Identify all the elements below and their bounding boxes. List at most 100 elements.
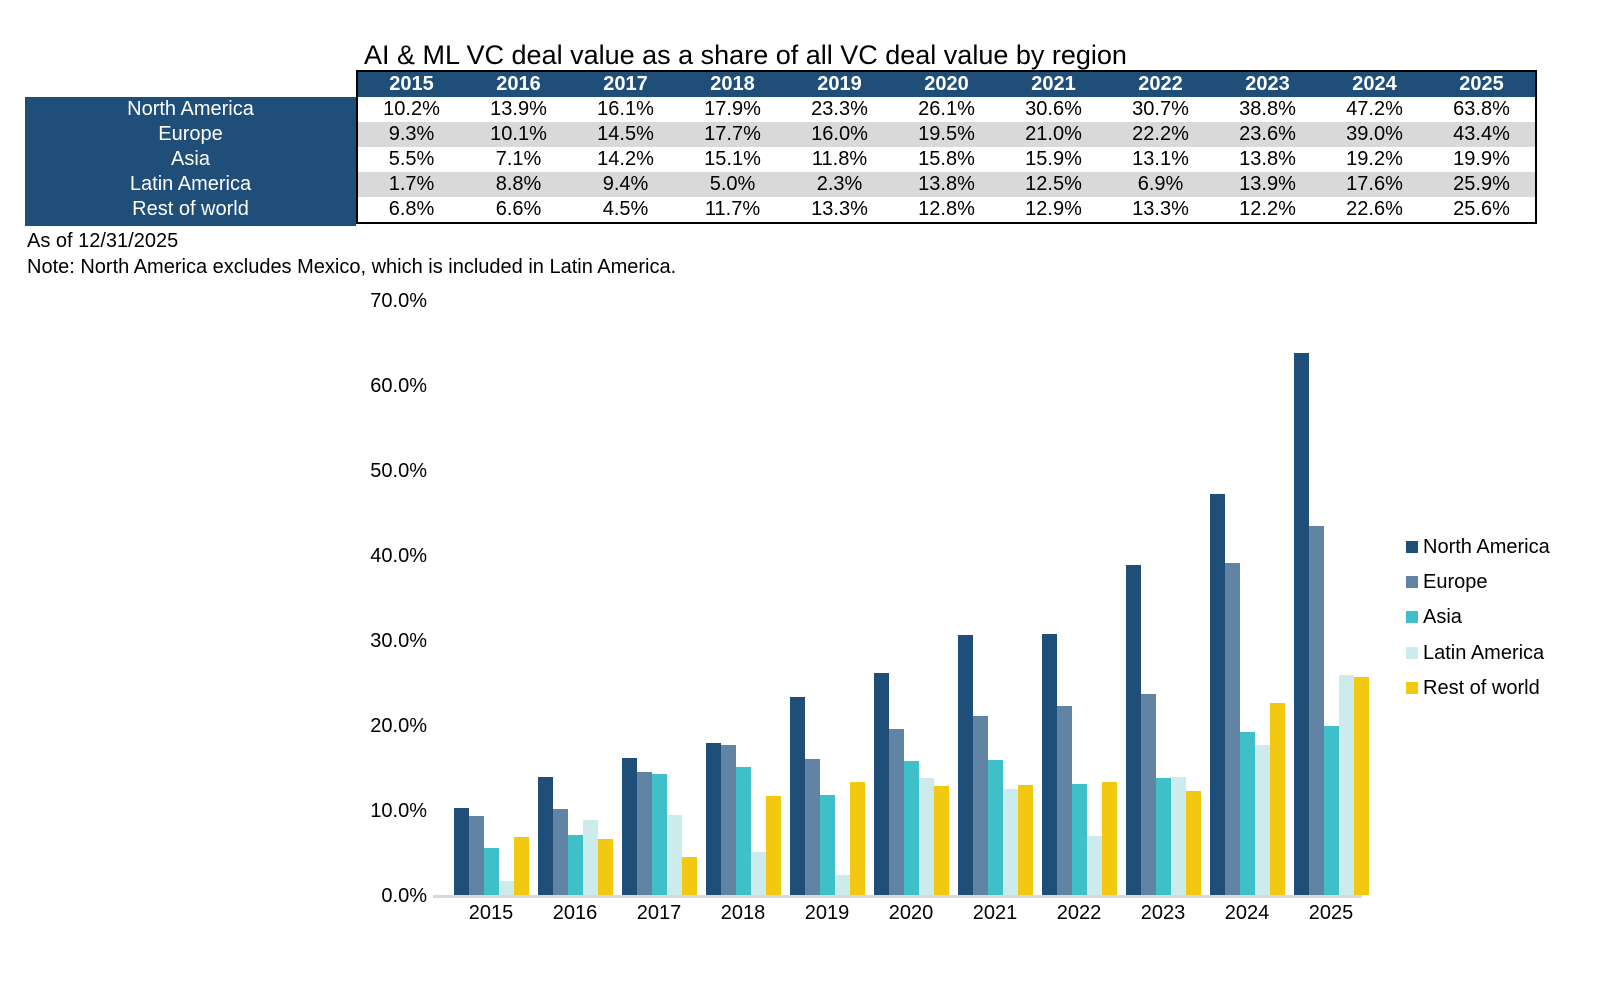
bar-latin-america-2017	[667, 815, 682, 895]
bar-europe-2022	[1057, 706, 1072, 895]
year-header-2015: 2015	[389, 73, 434, 95]
cell-asia-2019: 11.8%	[811, 148, 868, 170]
legend-swatch-europe	[1406, 576, 1418, 588]
y-axis-label-60: 60.0%	[370, 375, 427, 397]
year-header-2025: 2025	[1459, 73, 1504, 95]
cell-rest-of-world-2019: 13.3%	[811, 198, 868, 220]
bar-europe-2020	[889, 729, 904, 895]
bar-europe-2015	[469, 816, 484, 895]
cell-latin-america-2016: 8.8%	[495, 173, 542, 195]
cell-north-america-2015: 10.2%	[383, 98, 440, 120]
bar-asia-2018	[736, 767, 751, 895]
bar-north-america-2019	[790, 697, 805, 895]
bar-rest-of-world-2020	[934, 786, 949, 895]
cell-latin-america-2020: 13.8%	[918, 173, 975, 195]
bar-rest-of-world-2022	[1102, 782, 1117, 895]
bar-asia-2015	[484, 848, 499, 895]
year-header-2018: 2018	[710, 73, 755, 95]
cell-europe-2021: 21.0%	[1025, 123, 1082, 145]
bar-latin-america-2018	[751, 852, 766, 895]
bar-latin-america-2024	[1255, 745, 1270, 895]
legend-item-asia: Asia	[1406, 607, 1462, 627]
x-axis-label-2018: 2018	[720, 902, 766, 924]
cell-asia-2025: 19.9%	[1453, 148, 1510, 170]
x-axis-label-2015: 2015	[468, 902, 514, 924]
cell-latin-america-2015: 1.7%	[388, 173, 435, 195]
mexico-note-footnote: Note: North America excludes Mexico, whi…	[27, 256, 677, 278]
bar-north-america-2017	[622, 758, 637, 895]
table-row-label-rest-of-world: Rest of world	[132, 198, 249, 220]
bar-europe-2016	[553, 809, 568, 895]
table-row-label-asia: Asia	[171, 148, 210, 170]
year-header-2017: 2017	[603, 73, 648, 95]
y-axis-label-0: 0.0%	[381, 885, 427, 907]
x-axis-label-2025: 2025	[1308, 902, 1354, 924]
cell-north-america-2021: 30.6%	[1025, 98, 1082, 120]
bar-asia-2025	[1324, 726, 1339, 895]
cell-europe-2015: 9.3%	[388, 123, 435, 145]
legend-label-north-america: North America	[1423, 536, 1550, 558]
bar-asia-2023	[1156, 778, 1171, 895]
bar-asia-2020	[904, 761, 919, 895]
cell-latin-america-2017: 9.4%	[602, 173, 649, 195]
cell-europe-2024: 39.0%	[1346, 123, 1403, 145]
bar-north-america-2022	[1042, 634, 1057, 895]
x-axis-label-2022: 2022	[1056, 902, 1102, 924]
bar-europe-2023	[1141, 694, 1156, 895]
cell-rest-of-world-2016: 6.6%	[495, 198, 542, 220]
as-of-footnote: As of 12/31/2025	[27, 230, 179, 252]
cell-latin-america-2024: 17.6%	[1346, 173, 1403, 195]
bar-north-america-2021	[958, 635, 973, 895]
legend-label-asia: Asia	[1423, 606, 1462, 628]
y-axis-label-50: 50.0%	[370, 460, 427, 482]
legend-label-rest-of-world: Rest of world	[1423, 677, 1540, 699]
cell-north-america-2022: 30.7%	[1132, 98, 1189, 120]
table-row-label-europe: Europe	[158, 123, 223, 145]
bar-asia-2019	[820, 795, 835, 895]
bar-rest-of-world-2019	[850, 782, 865, 895]
cell-rest-of-world-2020: 12.8%	[918, 198, 975, 220]
table-row-north-america: 10.2% 13.9% 16.1% 17.9% 23.3% 26.1% 30.6% 30.7%…	[358, 97, 1535, 122]
bar-latin-america-2020	[919, 778, 934, 895]
cell-asia-2023: 13.8%	[1239, 148, 1296, 170]
legend-swatch-asia	[1406, 611, 1418, 623]
legend-item-latin-america: Latin America	[1406, 643, 1544, 663]
cell-rest-of-world-2017: 4.5%	[602, 198, 649, 220]
cell-europe-2018: 17.7%	[704, 123, 761, 145]
table-row-europe: 9.3% 10.1% 14.5% 17.7% 16.0% 19.5% 21.0% 22.2% 2…	[358, 122, 1535, 147]
legend-swatch-latin-america	[1406, 647, 1418, 659]
bar-latin-america-2016	[583, 820, 598, 895]
cell-europe-2017: 14.5%	[597, 123, 654, 145]
y-axis-label-40: 40.0%	[370, 545, 427, 567]
bar-rest-of-world-2015	[514, 837, 529, 895]
cell-rest-of-world-2023: 12.2%	[1239, 198, 1296, 220]
bar-europe-2021	[973, 716, 988, 895]
cell-asia-2024: 19.2%	[1346, 148, 1403, 170]
cell-europe-2019: 16.0%	[811, 123, 868, 145]
cell-latin-america-2018: 5.0%	[709, 173, 756, 195]
bar-rest-of-world-2018	[766, 796, 781, 895]
table-region-labels: North America Europe Asia Latin America Rest…	[25, 97, 356, 226]
bar-asia-2022	[1072, 784, 1087, 895]
bar-rest-of-world-2025	[1354, 677, 1369, 895]
legend-swatch-rest-of-world	[1406, 682, 1418, 694]
bar-rest-of-world-2017	[682, 857, 697, 895]
cell-north-america-2023: 38.8%	[1239, 98, 1296, 120]
x-axis-label-2021: 2021	[972, 902, 1018, 924]
bar-latin-america-2022	[1087, 836, 1102, 895]
x-axis-label-2016: 2016	[552, 902, 598, 924]
cell-asia-2020: 15.8%	[918, 148, 975, 170]
bar-north-america-2018	[706, 743, 721, 895]
bar-europe-2018	[721, 745, 736, 895]
table-header-row: 2015 2016 2017 2018 2019 2020 2021 2022 2023 2024…	[358, 72, 1535, 97]
cell-latin-america-2023: 13.9%	[1239, 173, 1296, 195]
y-axis-label-70: 70.0%	[370, 290, 427, 312]
year-header-2020: 2020	[924, 73, 969, 95]
cell-asia-2015: 5.5%	[388, 148, 435, 170]
x-axis-label-2023: 2023	[1140, 902, 1186, 924]
legend-item-rest-of-world: Rest of world	[1406, 678, 1540, 698]
bar-north-america-2025	[1294, 353, 1309, 895]
cell-asia-2016: 7.1%	[495, 148, 542, 170]
cell-latin-america-2025: 25.9%	[1453, 173, 1510, 195]
